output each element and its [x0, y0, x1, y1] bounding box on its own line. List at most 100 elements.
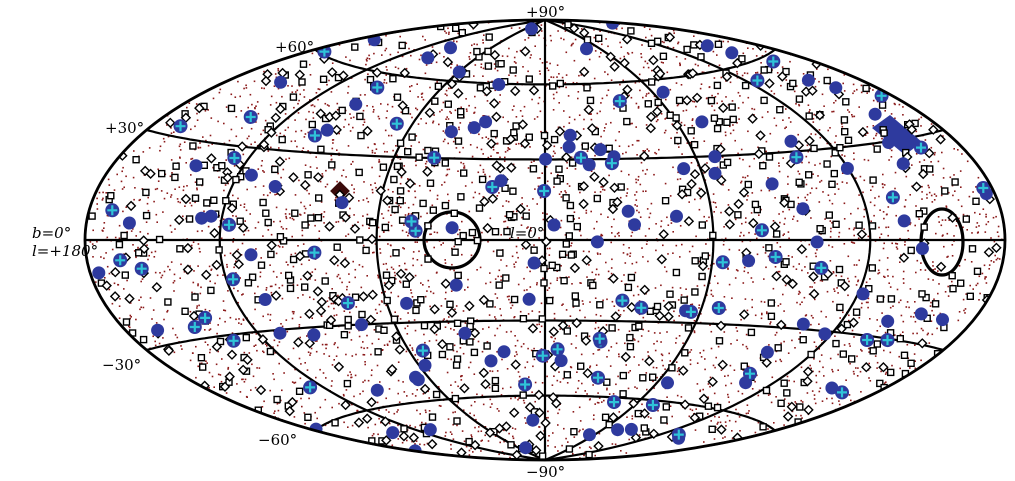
background-dot — [837, 292, 839, 294]
background-dot — [699, 352, 701, 354]
background-dot — [363, 354, 366, 356]
background-dot — [254, 186, 257, 188]
background-dot — [433, 165, 436, 168]
background-dot — [606, 94, 608, 97]
background-dot — [787, 183, 789, 185]
background-dot — [388, 340, 391, 343]
open-diamond-marker — [639, 284, 650, 296]
background-dot — [123, 288, 125, 290]
background-dot — [360, 286, 363, 289]
background-dot — [650, 417, 652, 419]
background-dot — [293, 416, 296, 418]
background-dot — [484, 434, 486, 437]
background-dot — [326, 343, 328, 346]
background-dot — [558, 86, 561, 89]
background-dot — [571, 283, 573, 285]
background-dot — [524, 39, 526, 41]
background-dot — [377, 276, 380, 279]
open-square-marker — [648, 78, 656, 86]
background-dot — [557, 30, 559, 32]
background-dot — [838, 400, 840, 402]
background-dot — [827, 194, 830, 196]
background-dot — [558, 73, 560, 75]
background-dot — [739, 95, 741, 97]
background-dot — [905, 175, 908, 178]
background-dot — [636, 205, 638, 207]
background-dot — [660, 220, 663, 222]
background-dot — [815, 255, 817, 258]
background-dot — [399, 280, 401, 283]
background-dot — [565, 51, 568, 54]
background-dot — [89, 241, 92, 243]
background-dot — [324, 343, 327, 346]
background-dot — [350, 376, 353, 379]
background-dot — [474, 191, 476, 194]
background-dot — [190, 204, 193, 207]
background-dot — [754, 314, 757, 317]
background-dot — [540, 130, 542, 133]
background-dot — [701, 71, 704, 73]
background-dot — [451, 391, 453, 394]
background-dot — [538, 70, 541, 72]
background-dot — [867, 235, 870, 238]
background-dot — [351, 184, 353, 186]
background-dot — [898, 355, 900, 358]
background-dot — [235, 215, 237, 218]
background-dot — [902, 320, 905, 323]
open-square-marker — [415, 153, 423, 161]
background-dot — [695, 235, 697, 238]
background-dot — [714, 366, 716, 369]
open-diamond-marker — [683, 215, 695, 227]
background-dot — [546, 375, 548, 378]
open-square-marker — [509, 66, 517, 74]
background-dot — [291, 381, 294, 383]
background-dot — [488, 314, 491, 316]
background-dot — [531, 391, 533, 393]
background-dot — [685, 288, 687, 290]
background-dot — [390, 214, 392, 216]
background-dot — [561, 444, 563, 447]
background-dot — [872, 125, 875, 127]
open-diamond-marker — [510, 359, 521, 370]
background-dot — [603, 189, 606, 191]
background-dot — [254, 107, 256, 109]
background-dot — [914, 320, 917, 323]
background-dot — [530, 227, 532, 229]
background-dot — [552, 432, 554, 434]
background-dot — [564, 321, 566, 323]
background-dot — [452, 411, 454, 414]
background-dot — [634, 204, 636, 206]
background-dot — [473, 43, 476, 45]
background-dot — [207, 109, 209, 111]
background-dot — [129, 314, 132, 317]
open-square-marker — [654, 37, 662, 45]
background-dot — [312, 298, 315, 301]
background-dot — [200, 286, 202, 289]
background-dot — [894, 187, 896, 190]
background-dot — [533, 347, 535, 350]
background-dot — [162, 337, 164, 339]
background-dot — [410, 213, 413, 215]
background-dot — [193, 270, 195, 272]
background-dot — [352, 260, 354, 263]
background-dot — [858, 194, 860, 196]
background-dot — [727, 393, 729, 396]
background-dot — [428, 340, 431, 342]
open-diamond-marker — [353, 417, 365, 428]
background-dot — [976, 222, 979, 224]
background-dot — [526, 205, 528, 207]
open-square-marker — [577, 362, 585, 370]
background-dot — [610, 121, 612, 124]
background-dot — [628, 247, 630, 249]
background-dot — [601, 97, 604, 100]
background-dot — [179, 201, 181, 204]
background-dot — [597, 349, 599, 351]
background-dot — [957, 199, 960, 201]
background-dot — [747, 365, 750, 368]
background-dot — [533, 244, 535, 246]
background-dot — [677, 171, 679, 174]
background-dot — [291, 310, 294, 313]
open-square-marker — [805, 112, 813, 120]
background-dot — [625, 195, 628, 197]
background-dot — [588, 446, 591, 448]
